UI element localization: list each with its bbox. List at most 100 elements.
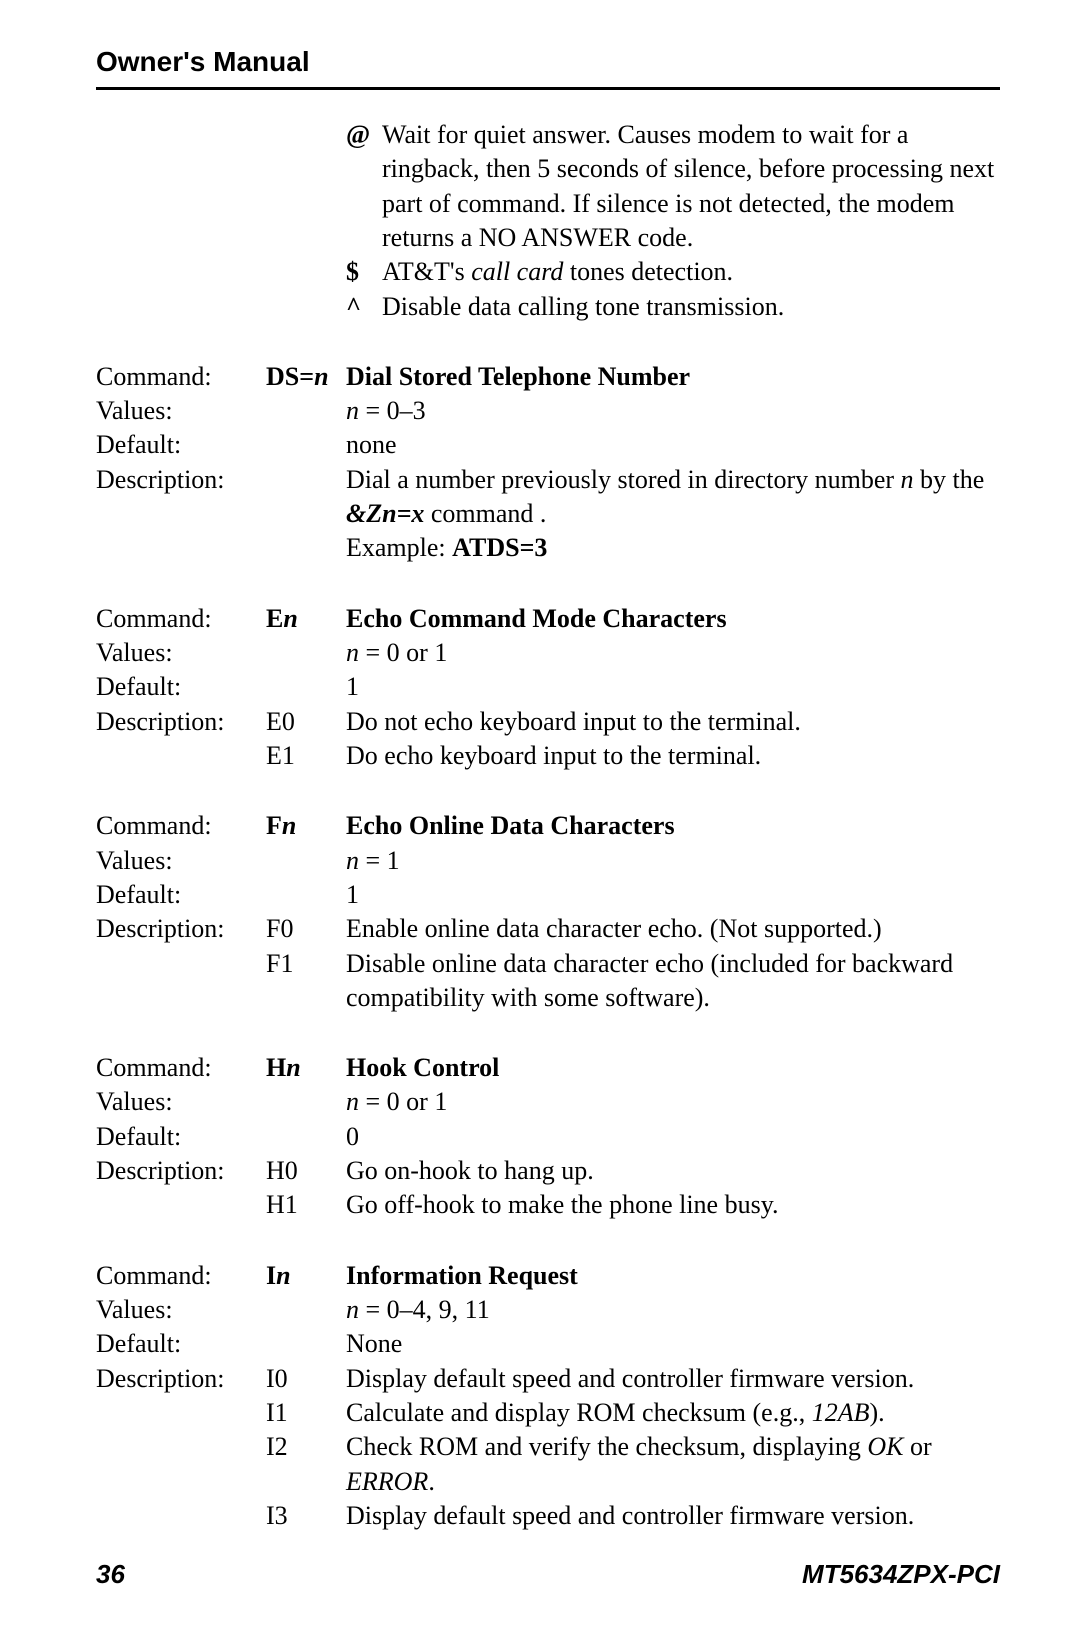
ds-title: Dial Stored Telephone Number [346,360,1000,394]
label-description: Description: [96,705,266,739]
i-title: Information Request [346,1259,1000,1293]
label-default: Default: [96,1327,266,1361]
h-row-1-text: Go off-hook to make the phone line busy. [346,1188,1000,1222]
ds-row-values: Values: n = 0–3 [96,394,1000,428]
h-values-var: n [346,1087,359,1116]
h-row-command: Command: Hn Hook Control [96,1051,1000,1085]
ds-values-rest: = 0–3 [359,396,426,425]
i-values-var: n [346,1295,359,1324]
symbol-row-caret: ^ Disable data calling tone transmission… [346,290,1000,324]
i-row-2-text: Check ROM and verify the checksum, displ… [346,1430,1000,1499]
i-row-desc-3: I3 Display default speed and controller … [96,1499,1000,1533]
ds-desc-1a: Dial a number previously stored in direc… [346,465,901,494]
h-row-default: Default: 0 [96,1120,1000,1154]
intro-row: @ Wait for quiet answer. Causes modem to… [96,118,1000,324]
e-values-var: n [346,638,359,667]
i-row-1-part-0: Calculate and display ROM checksum (e.g.… [346,1398,812,1427]
symbol-at-text: Wait for quiet answer. Causes modem to w… [382,118,1000,255]
i-row-command: Command: In Information Request [96,1259,1000,1293]
header-rule-spacer [96,90,1000,118]
label-default: Default: [96,1120,266,1154]
i-row-2-code: I2 [266,1430,346,1464]
e-cmd-pre: E [266,604,283,633]
e-row-1-code: E1 [266,739,346,773]
h-block: Command: Hn Hook Control Values: n = 0 o… [96,1051,1000,1223]
e-row-command: Command: En Echo Command Mode Characters [96,602,1000,636]
h-row-desc-1: H1 Go off-hook to make the phone line bu… [96,1188,1000,1222]
f-row-1-code: F1 [266,947,346,981]
label-description: Description: [96,1154,266,1188]
h-values-rest: = 0 or 1 [359,1087,447,1116]
i-row-2-part-3: ERROR [346,1467,428,1496]
i-default: None [346,1327,1000,1361]
label-command: Command: [96,360,266,394]
i-row-3-code: I3 [266,1499,346,1533]
h-values: n = 0 or 1 [346,1085,1000,1119]
symbol-at-text-0: Wait for quiet answer. Causes modem to w… [382,120,994,252]
f-row-values: Values: n = 1 [96,844,1000,878]
i-row-2-part-1: OK [867,1432,903,1461]
label-command: Command: [96,1051,266,1085]
footer-model: MT5634ZPX-PCI [802,1557,1000,1591]
intro-col-desc: @ Wait for quiet answer. Causes modem to… [346,118,1000,324]
ds-cmd: DS=n [266,360,346,394]
label-values: Values: [96,844,266,878]
f-default: 1 [346,878,1000,912]
e-values: n = 0 or 1 [346,636,1000,670]
ds-row-description: Description: Dial a number previously st… [96,463,1000,566]
f-values: n = 1 [346,844,1000,878]
ds-block: Command: DS=n Dial Stored Telephone Numb… [96,360,1000,566]
e-row-1-text: Do echo keyboard input to the terminal. [346,739,1000,773]
h-row-values: Values: n = 0 or 1 [96,1085,1000,1119]
h-row-1-code: H1 [266,1188,346,1222]
i-row-1-text: Calculate and display ROM checksum (e.g.… [346,1396,1000,1430]
ds-desc-1-cmd: &Zn=x [346,499,424,528]
ds-values-var: n [346,396,359,425]
i-row-0-part-0: Display default speed and controller fir… [346,1364,914,1393]
symbol-row-dollar: $ AT&T's call card tones detection. [346,255,1000,289]
intro-symbols-block: @ Wait for quiet answer. Causes modem to… [96,118,1000,324]
e-row-0-text: Do not echo keyboard input to the termin… [346,705,1000,739]
i-cmd-var: n [276,1261,290,1290]
e-values-rest: = 0 or 1 [359,638,447,667]
label-default: Default: [96,428,266,462]
f-row-default: Default: 1 [96,878,1000,912]
f-values-var: n [346,846,359,875]
e-cmd: En [266,602,346,636]
label-default: Default: [96,670,266,704]
ds-values: n = 0–3 [346,394,1000,428]
f-row-1-text: Disable online data character echo (incl… [346,947,1000,1016]
e-row-values: Values: n = 0 or 1 [96,636,1000,670]
f-cmd-pre: F [266,811,282,840]
i-row-0-text: Display default speed and controller fir… [346,1362,1000,1396]
label-values: Values: [96,1293,266,1327]
page-footer: 36 MT5634ZPX-PCI [96,1557,1000,1591]
ds-row-command: Command: DS=n Dial Stored Telephone Numb… [96,360,1000,394]
ds-desc-1-var: n [901,465,914,494]
label-values: Values: [96,394,266,428]
i-row-2-part-0: Check ROM and verify the checksum, displ… [346,1432,867,1461]
f-row-command: Command: Fn Echo Online Data Characters [96,809,1000,843]
e-default: 1 [346,670,1000,704]
i-row-desc-1: I1 Calculate and display ROM checksum (e… [96,1396,1000,1430]
ds-example-val: ATDS=3 [452,533,547,562]
h-cmd: Hn [266,1051,346,1085]
symbol-row-at: @ Wait for quiet answer. Causes modem to… [346,118,1000,255]
i-row-3-part-0: Display default speed and controller fir… [346,1501,914,1530]
h-cmd-pre: H [266,1053,286,1082]
e-block: Command: En Echo Command Mode Characters… [96,602,1000,774]
symbol-dollar-text-1: call card [471,257,563,286]
i-values-rest: = 0–4, 9, 11 [359,1295,490,1324]
h-row-0-code: H0 [266,1154,346,1188]
ds-desc-1b: by the [914,465,985,494]
label-description: Description: [96,912,266,946]
e-row-desc-1: E1 Do echo keyboard input to the termina… [96,739,1000,773]
label-values: Values: [96,636,266,670]
i-row-0-code: I0 [266,1362,346,1396]
h-row-desc-0: Description: H0 Go on-hook to hang up. [96,1154,1000,1188]
page-header: Owner's Manual [96,44,1000,90]
i-row-desc-2: I2 Check ROM and verify the checksum, di… [96,1430,1000,1499]
h-title: Hook Control [346,1051,1000,1085]
h-default: 0 [346,1120,1000,1154]
f-row-desc-0: Description: F0 Enable online data chara… [96,912,1000,946]
